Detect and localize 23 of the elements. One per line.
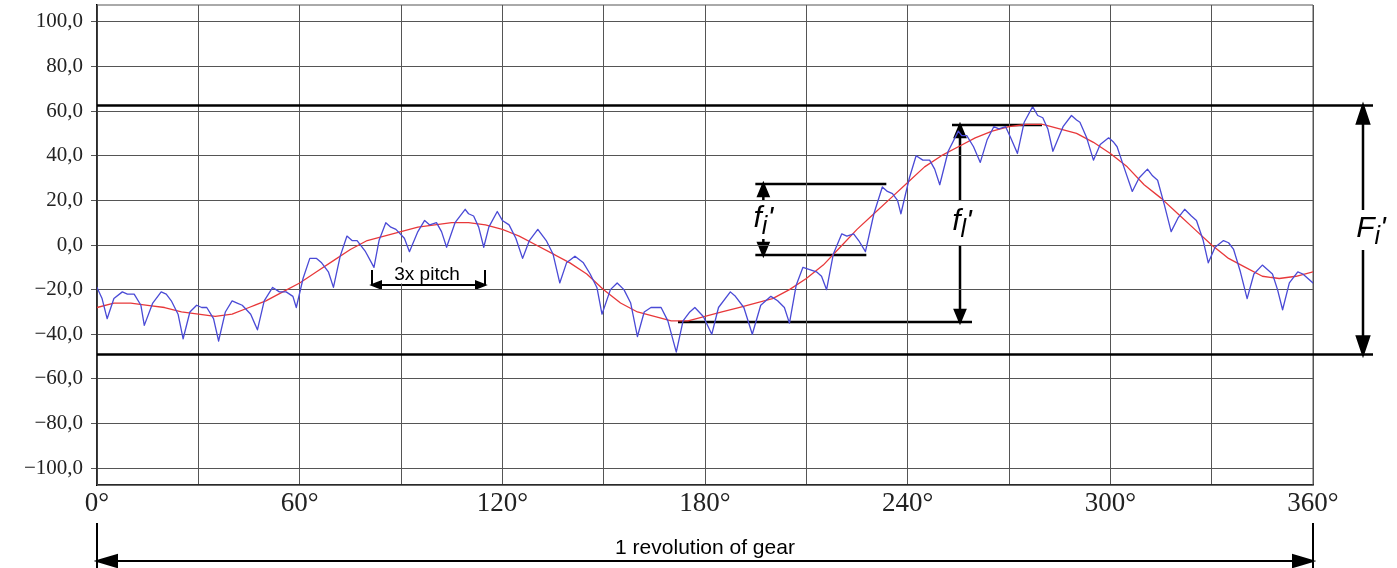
x-tick-label: 0°: [84, 487, 110, 518]
y-tick-label: −100,0: [23, 454, 83, 479]
x-tick-label: 60°: [280, 487, 319, 518]
annotation: f$_{i}$': [750, 199, 777, 239]
x-tick-label: 120°: [476, 487, 528, 518]
y-tick-label: 0,0: [56, 231, 83, 256]
y-tick-label: 60,0: [46, 97, 83, 122]
text: 1 revolution of gear: [612, 534, 798, 558]
x-tick-label: 300°: [1084, 487, 1136, 518]
x-tick-label: 240°: [882, 487, 934, 518]
y-tick-label: 100,0: [35, 8, 83, 33]
x-tick-label: 360°: [1287, 487, 1339, 518]
y-tick-label: 80,0: [46, 52, 83, 77]
text: F$_{i}$': [1353, 209, 1389, 249]
y-tick-label: 20,0: [46, 186, 83, 211]
y-tick-label: −40,0: [34, 320, 83, 345]
annotation: 3x pitch: [391, 262, 463, 284]
y-tick-label: −60,0: [34, 365, 83, 390]
y-tick-label: −80,0: [34, 410, 83, 435]
annotation: f$_{l}$': [949, 203, 975, 242]
y-tick-label: 40,0: [46, 142, 83, 167]
y-tick-label: −20,0: [34, 276, 83, 301]
x-tick-label: 180°: [679, 487, 731, 518]
